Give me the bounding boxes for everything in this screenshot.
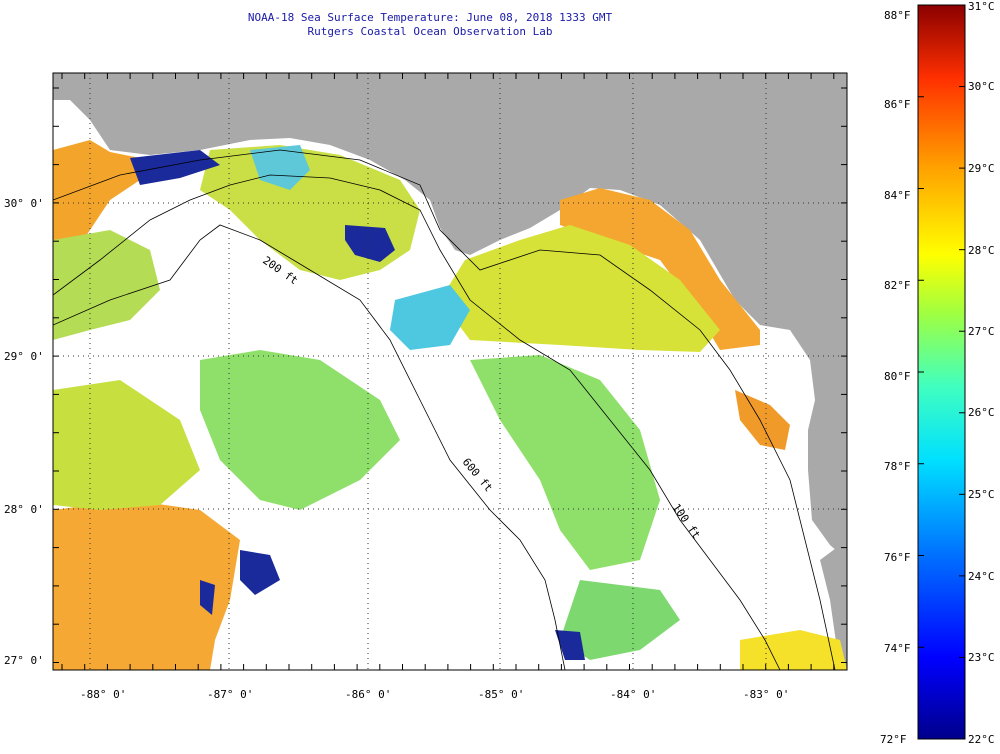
lat-label-29: 29° 0' [4, 350, 44, 363]
cold-sst-patch-south [240, 550, 280, 595]
sst-map[interactable] [53, 73, 847, 670]
colorbar-c-label-23: 23°C [968, 651, 995, 664]
colorbar-c-label-29: 29°C [968, 162, 995, 175]
mid-sst-region-apalachicola [440, 225, 720, 352]
cold-sst-patch-far-south [555, 630, 585, 660]
warm-sst-strip-south-coast [740, 630, 847, 670]
colorbar-f-label-84: 84°F [884, 189, 911, 202]
cool-sst-region-east-shelf [470, 355, 660, 570]
colorbar-ticks [918, 4, 965, 740]
axis-ticks [53, 73, 847, 670]
cool-sst-region-shore [250, 145, 310, 190]
warm-sst-region-panhandle [53, 140, 150, 300]
colorbar-f-label-74: 74°F [884, 642, 911, 655]
colorbar-f-label-78: 78°F [884, 460, 911, 473]
colorbar-c-label-31: 31°C [968, 0, 995, 13]
cool-sst-region-central [200, 350, 400, 510]
colorbar-f-label-88: 88°F [884, 9, 911, 22]
lat-label-30: 30° 0' [4, 197, 44, 210]
colorbar-f-label-72: 72°F [880, 733, 907, 746]
land-mass [53, 73, 847, 560]
lat-label-27: 27° 0' [4, 654, 44, 667]
colorbar-c-label-24: 24°C [968, 570, 995, 583]
mid-sst-region-west [53, 230, 160, 340]
colorbar-c-label-22: 22°C [968, 733, 995, 746]
colorbar-c-label-28: 28°C [968, 244, 995, 257]
map-subtitle: Rutgers Coastal Ocean Observation Lab [307, 25, 553, 38]
warm-sst-region-cedar-key [735, 390, 790, 450]
colorbar-c-label-27: 27°C [968, 325, 995, 338]
colorbar-f-label-80: 80°F [884, 370, 911, 383]
map-frame [52, 72, 848, 671]
colorbar-f-label-82: 82°F [884, 279, 911, 292]
land-tip [820, 540, 847, 670]
warm-sst-region-southwest [53, 500, 240, 670]
cold-sst-patch-sw [200, 580, 215, 615]
lon-label-86: -86° 0' [345, 688, 391, 701]
mid-sst-region-southwest [53, 380, 200, 510]
lat-label-28: 28° 0' [4, 503, 44, 516]
lon-label-83: -83° 0' [743, 688, 789, 701]
colorbar-c-label-25: 25°C [968, 488, 995, 501]
cold-sst-patch-bay [345, 225, 395, 262]
cool-sst-region-south [560, 580, 680, 660]
isobath-600ft [53, 174, 781, 670]
cool-sst-region-delta [390, 285, 470, 350]
cold-sst-patch-coast [130, 150, 220, 185]
lon-label-85: -85° 0' [478, 688, 524, 701]
colorbar-c-label-26: 26°C [968, 406, 995, 419]
lon-label-88: -88° 0' [80, 688, 126, 701]
isobath-100ft [53, 149, 836, 670]
lon-label-87: -87° 0' [207, 688, 253, 701]
colorbar [917, 4, 966, 740]
colorbar-c-label-30: 30°C [968, 80, 995, 93]
isobath-200ft [53, 224, 566, 670]
warm-sst-region-big-bend [560, 188, 760, 350]
map-title: NOAA-18 Sea Surface Temperature: June 08… [247, 11, 613, 24]
colorbar-f-label-76: 76°F [884, 551, 911, 564]
colorbar-f-label-86: 86°F [884, 98, 911, 111]
lon-label-84: -84° 0' [610, 688, 656, 701]
